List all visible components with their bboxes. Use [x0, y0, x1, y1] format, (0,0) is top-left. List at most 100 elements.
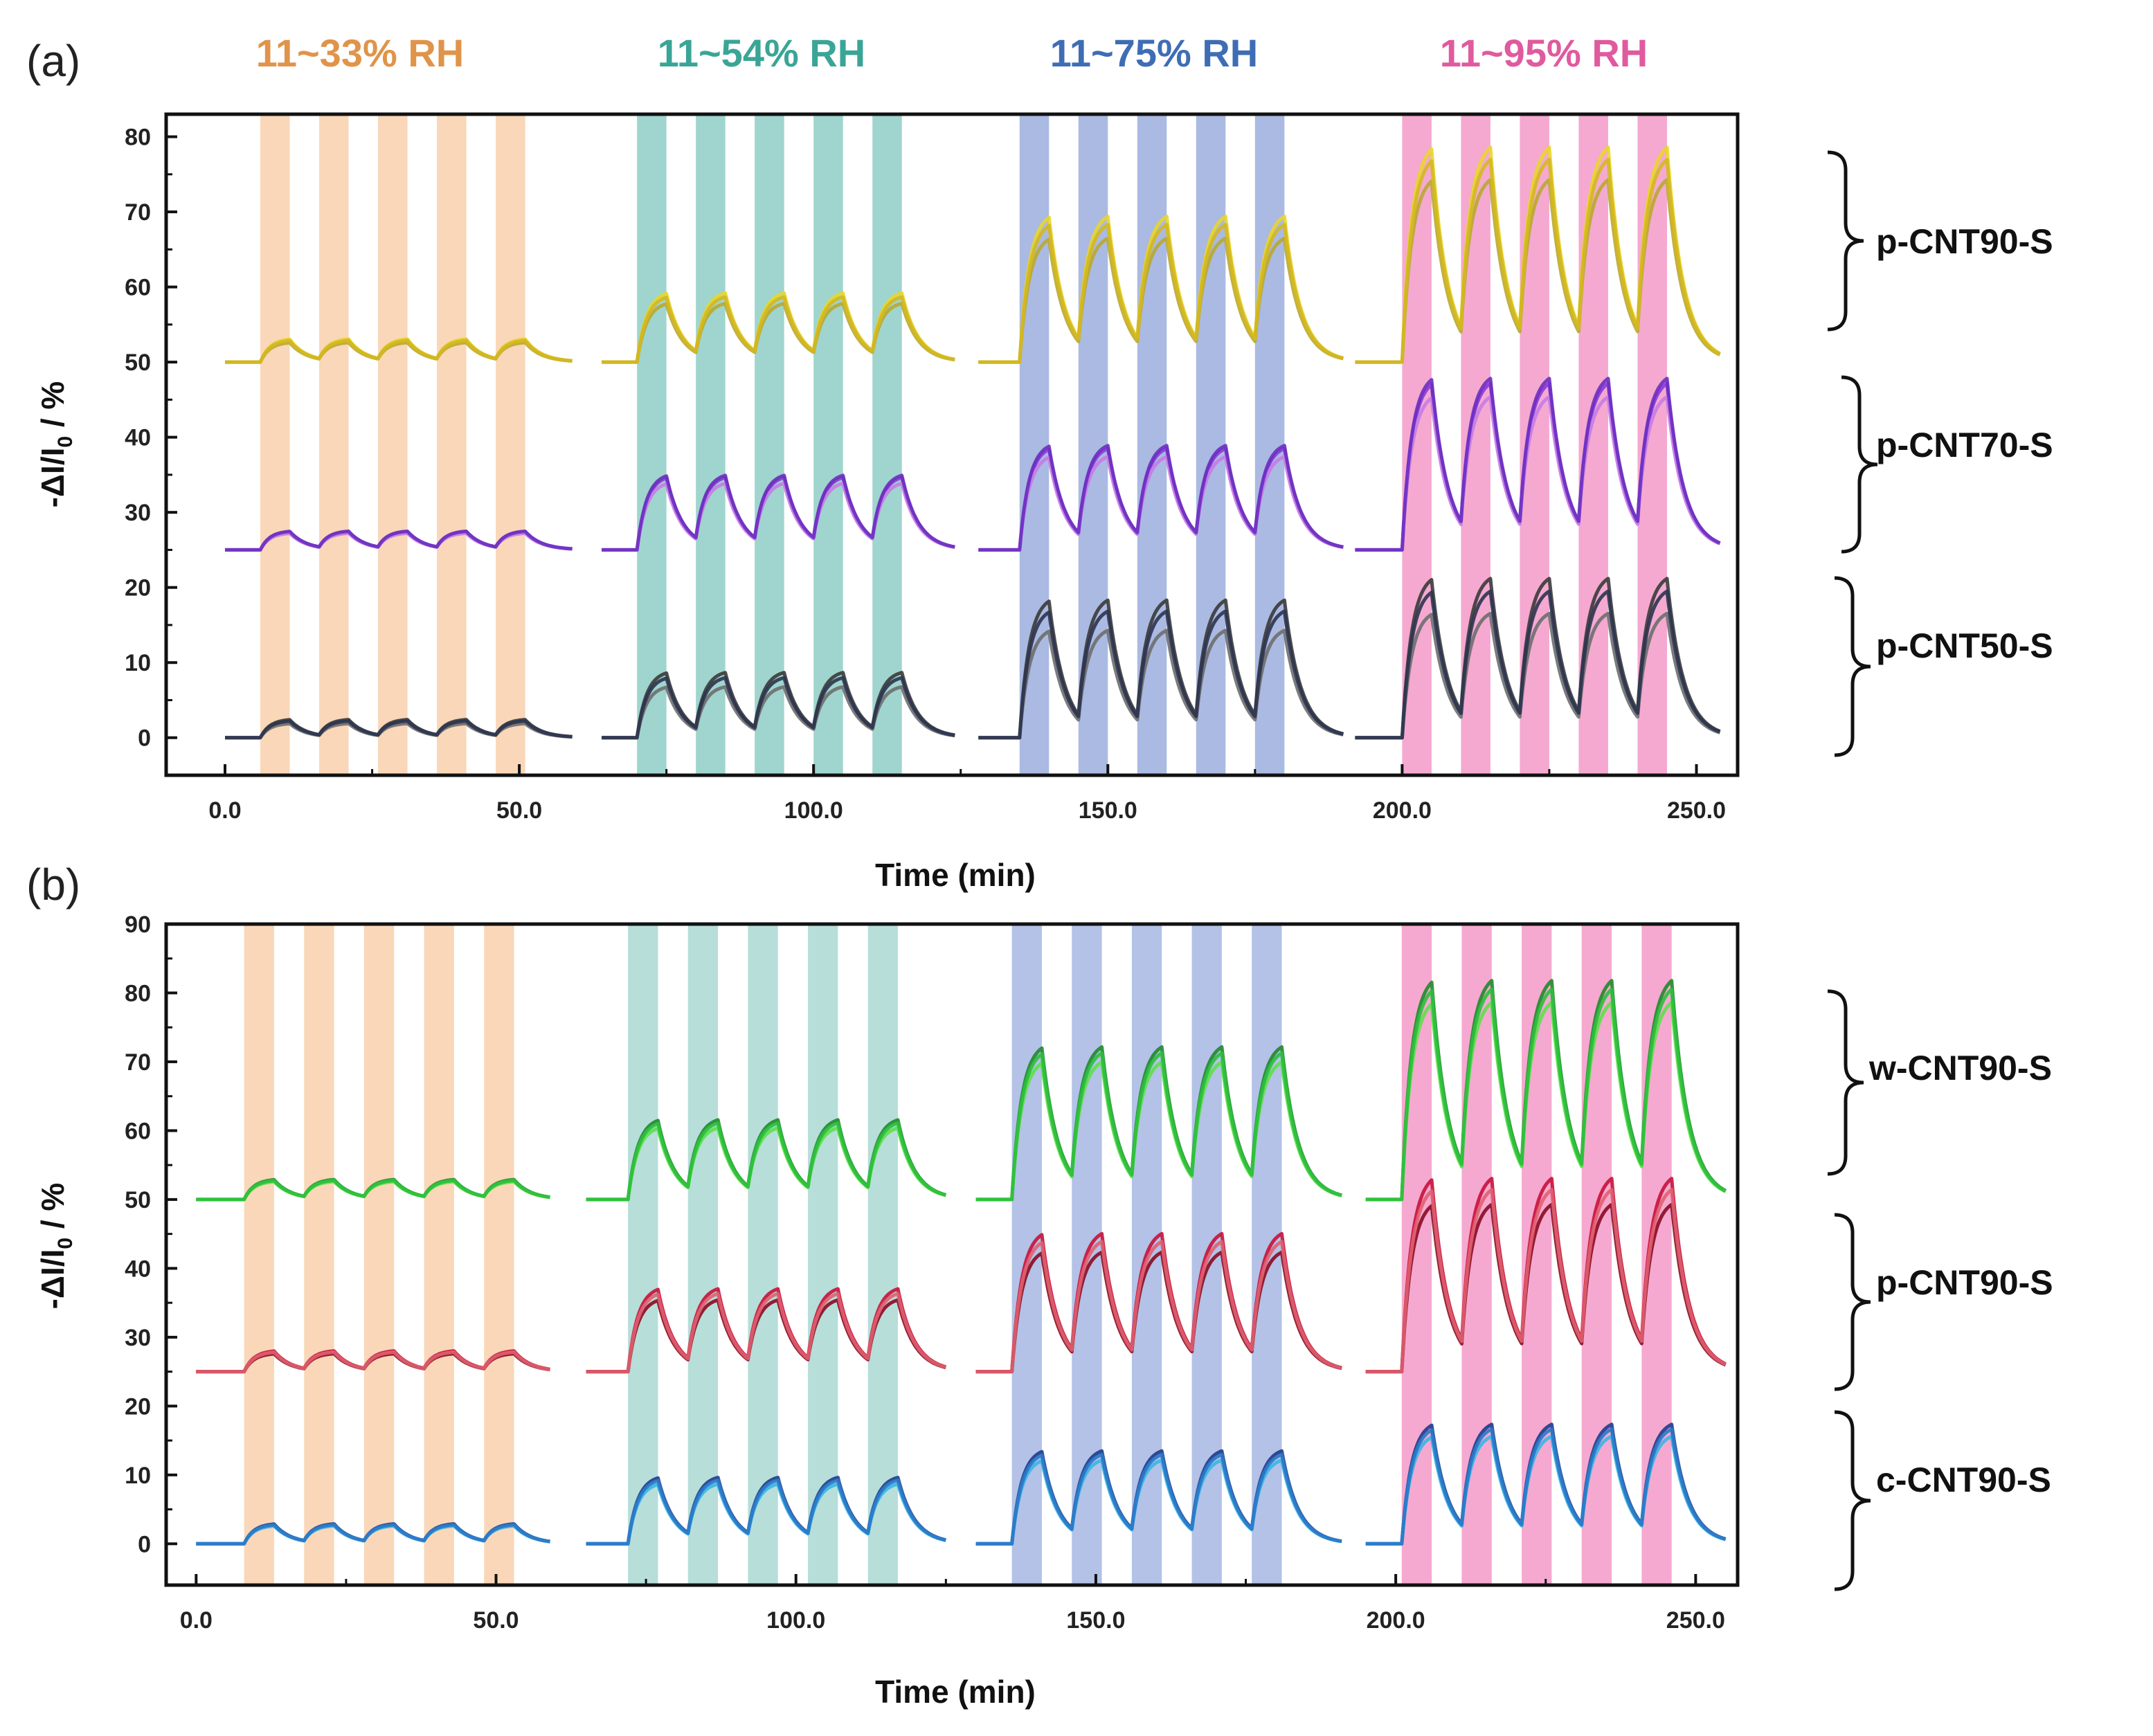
series-line-w-CNT90-S-1 — [1365, 979, 1727, 1202]
humidity-pulse-band — [244, 924, 274, 1585]
series-line-p-CNT50-S-2 — [1355, 611, 1721, 740]
humidity-pulse-band — [872, 114, 902, 775]
plot-b: 0 10 20 30 40 50 60 70 80 90 0.0 50.0 100.0 150.0 200.… — [125, 912, 1727, 1634]
y-tick-label: 60 — [125, 275, 151, 301]
y-tick-label: 90 — [125, 912, 151, 938]
series-line-p-CNT90-S-1 — [601, 291, 955, 364]
series-line-c-CNT90-S-3 — [1365, 1427, 1727, 1546]
series-line-c-CNT90-S-3 — [196, 1523, 550, 1546]
series-line-p-CNT90-S-3 — [224, 338, 573, 364]
series-line-p-CNT50-S-1 — [1355, 577, 1721, 740]
humidity-pulse-band — [637, 114, 667, 775]
humidity-pulse-band — [363, 924, 395, 1585]
panel-a: (a) 11~33% RH 11~54% RH 11~75% RH 11~95%… — [26, 31, 2053, 893]
y-tick-label: 60 — [125, 1118, 151, 1144]
series-line-p-CNT50-S-2 — [224, 721, 573, 740]
x-tick-label: 50.0 — [473, 1607, 519, 1634]
plot-b-frame — [164, 922, 1740, 1587]
series-line-c-CNT90-S-2 — [1365, 1434, 1727, 1546]
x-tick-label: 50.0 — [496, 797, 542, 824]
group-label-b-2: p-CNT90-S — [1876, 1263, 2053, 1302]
x-tick-label: 0.0 — [180, 1607, 213, 1634]
brace-icon — [1834, 576, 1871, 757]
series-line-p-CNT90-S-1 — [586, 1287, 946, 1374]
x-tick-label: 150.0 — [1079, 797, 1137, 824]
series-line-w-CNT90-S-3 — [975, 1051, 1342, 1202]
y-tick-label: 20 — [125, 1393, 151, 1420]
rh-label-33: 11~33% RH — [256, 31, 464, 75]
group-label-a-1: p-CNT90-S — [1876, 222, 2053, 261]
brace-icon — [1827, 989, 1864, 1176]
series-line-p-CNT90-S-1 — [975, 1231, 1342, 1374]
y-axis-label-b: -ΔI/I0 / % — [35, 1183, 77, 1310]
brace-icon — [1841, 375, 1878, 554]
series-line-p-CNT50-S-3 — [224, 719, 573, 740]
series-line-p-CNT50-S-3 — [1355, 589, 1721, 740]
series-line-c-CNT90-S-2 — [975, 1458, 1342, 1546]
series-line-c-CNT90-S-1 — [975, 1449, 1342, 1546]
series-line-p-CNT90-S-2 — [586, 1298, 946, 1374]
series-line-w-CNT90-S-2 — [586, 1125, 946, 1202]
series-line-p-CNT50-S-2 — [601, 685, 955, 740]
series-line-p-CNT70-S-2 — [601, 481, 955, 552]
y-tick-label: 40 — [125, 1256, 151, 1282]
y-tick-label: 10 — [125, 650, 151, 676]
series-line-p-CNT90-S-1 — [978, 215, 1344, 364]
series-line-p-CNT90-S-3 — [196, 1350, 550, 1374]
brace-icon — [1827, 150, 1864, 332]
series-line-w-CNT90-S-2 — [1365, 1000, 1727, 1202]
series-line-p-CNT90-S-2 — [1355, 178, 1721, 364]
series-line-c-CNT90-S-3 — [586, 1478, 946, 1546]
series-line-p-CNT90-S-2 — [1365, 1202, 1727, 1374]
y-tick-label: 10 — [125, 1463, 151, 1489]
humidity-pulse-band — [260, 114, 290, 775]
brace-icon — [1834, 1410, 1871, 1591]
y-tick-label: 20 — [125, 575, 151, 602]
humidity-pulse-band — [484, 924, 514, 1585]
humidity-pulse-band — [437, 114, 467, 775]
y-tick-label: 70 — [125, 199, 151, 226]
humidity-pulse-band — [424, 924, 454, 1585]
y-tick-label: 30 — [125, 500, 151, 526]
x-tick-label: 100.0 — [784, 797, 843, 824]
y-axis-label-a: -ΔI/I0 / % — [35, 381, 77, 508]
series-line-p-CNT90-S-3 — [1355, 158, 1721, 364]
series-line-p-CNT90-S-2 — [601, 302, 955, 364]
series-line-p-CNT50-S-2 — [978, 629, 1344, 740]
series-line-p-CNT50-S-1 — [601, 671, 955, 740]
humidity-pulse-band — [808, 924, 838, 1585]
y-tick-label: 30 — [125, 1325, 151, 1351]
y-tick-label: 80 — [125, 980, 151, 1006]
humidity-pulse-band — [755, 114, 784, 775]
series-line-w-CNT90-S-3 — [586, 1121, 946, 1202]
series-line-p-CNT50-S-3 — [601, 676, 955, 740]
x-tick-label: 200.0 — [1373, 797, 1432, 824]
humidity-pulse-band — [378, 114, 408, 775]
plot-a: 0 10 20 30 40 50 60 70 80 0.0 50.0 100.0 150.0 200.0 2… — [125, 114, 1726, 824]
humidity-pulse-band — [496, 114, 525, 775]
group-label-a-3: p-CNT50-S — [1876, 626, 2053, 665]
series-line-p-CNT90-S-1 — [1365, 1177, 1727, 1374]
panel-b-label: (b) — [26, 860, 80, 910]
x-axis-label-b: Time (min) — [875, 1674, 1036, 1710]
group-label-a-2: p-CNT70-S — [1876, 426, 2053, 464]
series-line-p-CNT70-S-2 — [1355, 395, 1721, 552]
brace-icon — [1834, 1213, 1871, 1391]
series-line-p-CNT90-S-3 — [975, 1240, 1342, 1374]
series-line-p-CNT70-S-2 — [978, 455, 1344, 552]
series-line-p-CNT90-S-3 — [978, 223, 1344, 364]
humidity-pulse-band — [319, 114, 349, 775]
panel-b: (b) 0 10 20 30 40 50 60 70 80 90 0.0 50.0 100.0 150.0… — [26, 860, 2053, 1710]
y-tick-label: 40 — [125, 425, 151, 451]
plot-a-frame — [164, 112, 1740, 777]
x-tick-label: 0.0 — [208, 797, 241, 824]
rh-label-95: 11~95% RH — [1440, 31, 1648, 75]
x-tick-label: 100.0 — [766, 1607, 825, 1634]
humidity-pulse-band — [687, 924, 719, 1585]
rh-label-54: 11~54% RH — [658, 31, 865, 75]
x-tick-label: 150.0 — [1066, 1607, 1125, 1634]
series-line-c-CNT90-S-1 — [1365, 1422, 1727, 1546]
series-line-p-CNT90-S-3 — [1365, 1188, 1727, 1374]
series-line-w-CNT90-S-3 — [1365, 987, 1727, 1202]
